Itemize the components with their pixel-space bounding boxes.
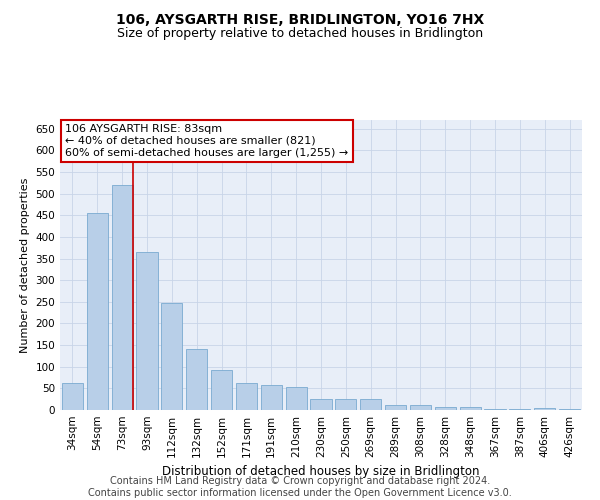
Text: Contains HM Land Registry data © Crown copyright and database right 2024.
Contai: Contains HM Land Registry data © Crown c…: [88, 476, 512, 498]
Bar: [136, 252, 158, 410]
Bar: [509, 408, 530, 410]
Bar: [261, 386, 282, 410]
Bar: [360, 398, 381, 410]
Text: 106, AYSGARTH RISE, BRIDLINGTON, YO16 7HX: 106, AYSGARTH RISE, BRIDLINGTON, YO16 7H…: [116, 12, 484, 26]
Bar: [335, 398, 356, 410]
Text: Size of property relative to detached houses in Bridlington: Size of property relative to detached ho…: [117, 28, 483, 40]
Bar: [385, 405, 406, 410]
Bar: [410, 405, 431, 410]
Bar: [460, 406, 481, 410]
Bar: [559, 408, 580, 410]
Bar: [534, 408, 555, 410]
Bar: [211, 370, 232, 410]
Bar: [435, 408, 456, 410]
Bar: [87, 213, 108, 410]
Bar: [161, 302, 182, 410]
Bar: [62, 383, 83, 410]
X-axis label: Distribution of detached houses by size in Bridlington: Distribution of detached houses by size …: [162, 466, 480, 478]
Bar: [186, 350, 207, 410]
Bar: [310, 398, 332, 410]
Bar: [484, 408, 506, 410]
Y-axis label: Number of detached properties: Number of detached properties: [20, 178, 30, 352]
Bar: [236, 382, 257, 410]
Bar: [112, 185, 133, 410]
Text: 106 AYSGARTH RISE: 83sqm
← 40% of detached houses are smaller (821)
60% of semi-: 106 AYSGARTH RISE: 83sqm ← 40% of detach…: [65, 124, 349, 158]
Bar: [286, 387, 307, 410]
